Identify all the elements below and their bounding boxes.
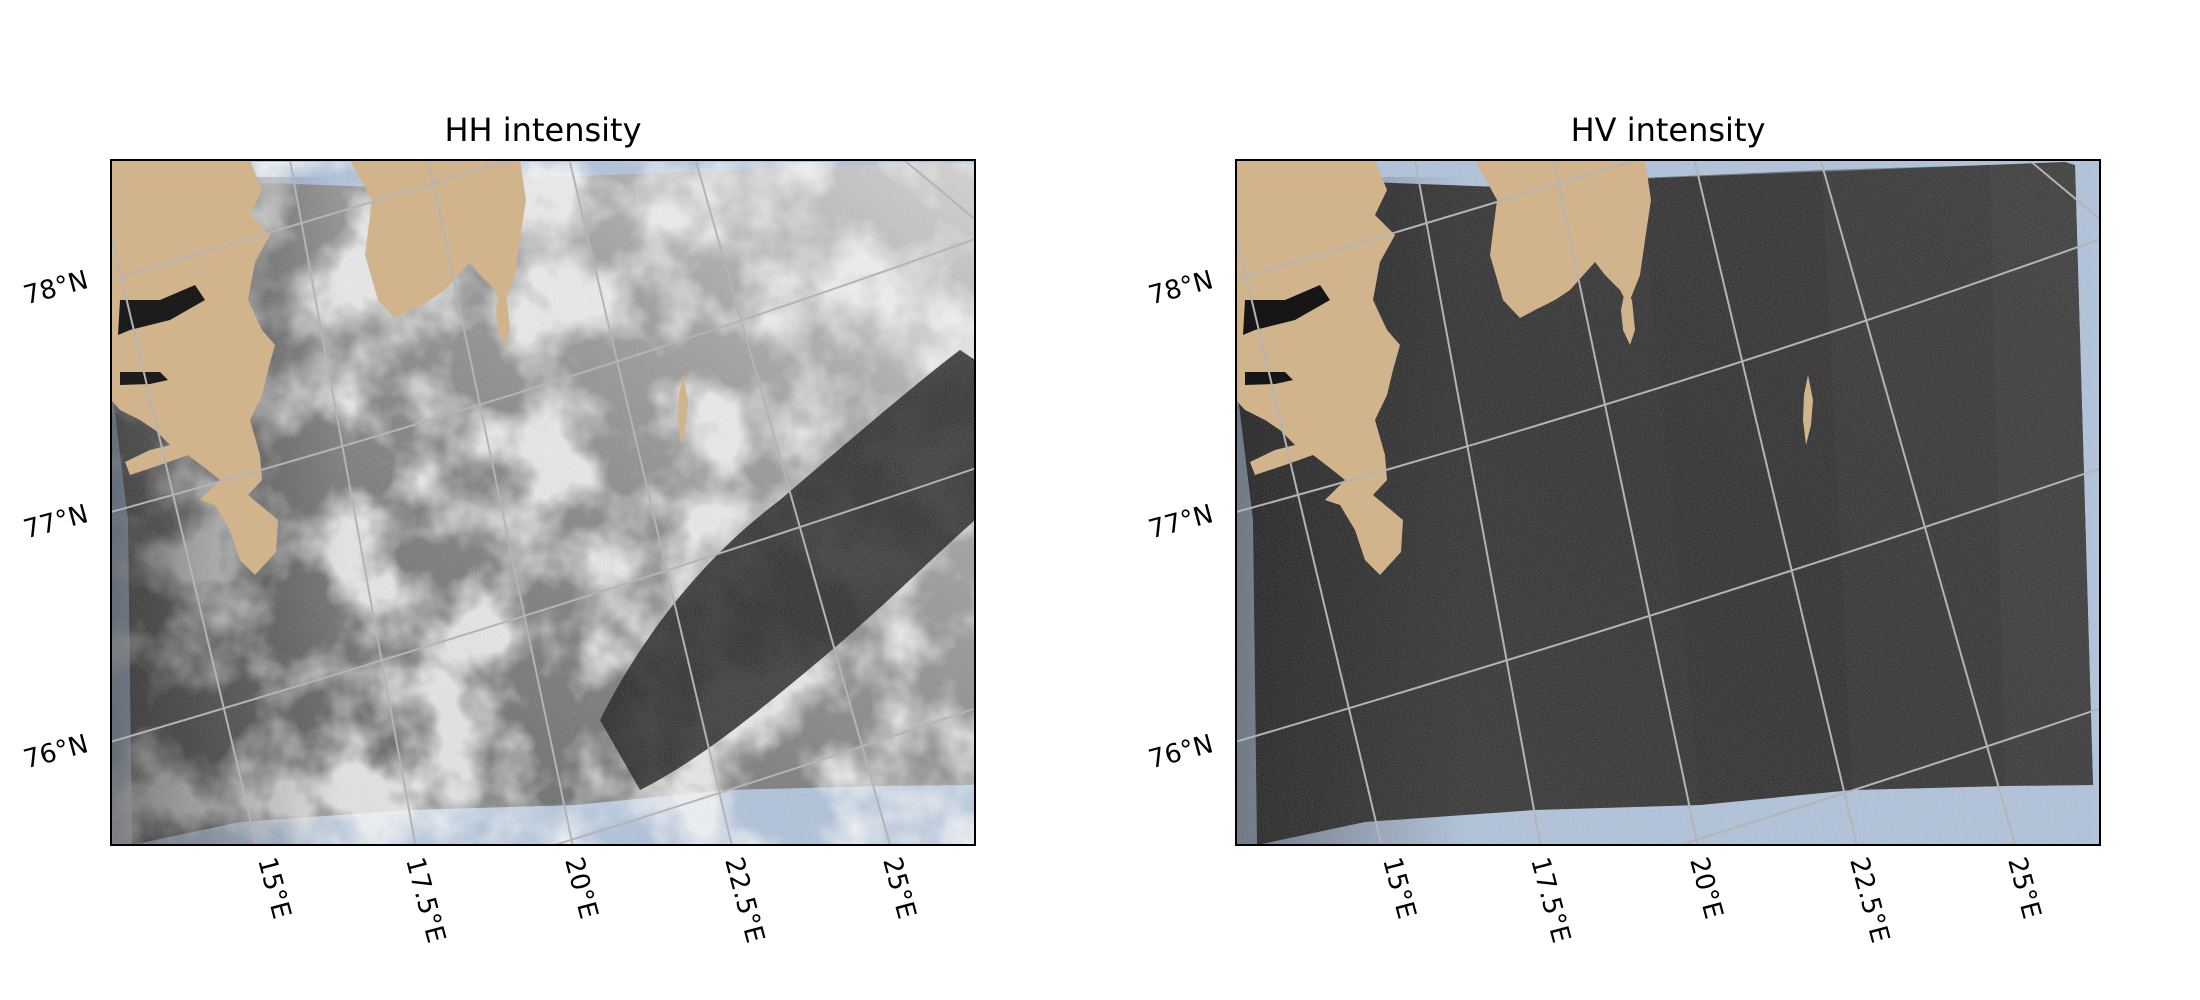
lon-labels: 15°E 17.5°E 20°E 22.5°E 25°E <box>251 854 921 946</box>
longitude-line <box>568 160 733 845</box>
map-frame <box>110 159 976 846</box>
lat-labels: 78°N 77°N 76°N <box>1145 265 1216 775</box>
lat-label-76: 76°N <box>1145 729 1216 775</box>
latitude-line <box>111 467 975 743</box>
lon-labels: 15°E 17.5°E 20°E 22.5°E 25°E <box>1376 854 2046 946</box>
lon-label-22-5: 22.5°E <box>718 854 770 946</box>
longitude-line <box>1693 160 1858 845</box>
lon-label-25: 25°E <box>876 854 921 922</box>
map-frame <box>1235 159 2101 846</box>
map-panel-hv: HV intensity <box>1145 111 2101 946</box>
lon-label-25: 25°E <box>2001 854 2046 922</box>
lon-label-20: 20°E <box>558 854 603 922</box>
fjords <box>118 285 205 385</box>
lon-label-15: 15°E <box>1376 854 1421 922</box>
lat-label-77: 77°N <box>1145 499 1216 545</box>
land <box>111 160 688 575</box>
lon-label-15: 15°E <box>251 854 296 922</box>
lon-label-17-5: 17.5°E <box>1524 854 1576 946</box>
longitude-line <box>289 160 417 845</box>
sar-image <box>111 162 975 845</box>
longitude-line <box>1236 229 1383 845</box>
longitude-line <box>111 229 258 845</box>
longitude-line <box>1819 160 2017 845</box>
latitude-line <box>111 160 515 281</box>
lat-label-78: 78°N <box>20 265 91 311</box>
longitude-line <box>902 160 975 221</box>
land <box>1236 160 1813 575</box>
latitude-line <box>1236 467 2100 743</box>
longitude-line <box>1414 160 1542 845</box>
latitude-line <box>1236 237 2100 514</box>
lat-label-78: 78°N <box>1145 265 1216 311</box>
lon-label-22-5: 22.5°E <box>1843 854 1895 946</box>
lon-label-20: 20°E <box>1683 854 1728 922</box>
fjords <box>1243 285 1330 385</box>
latitude-line <box>1236 160 1640 281</box>
map-title: HV intensity <box>1571 111 1766 149</box>
latitude-line <box>111 237 975 514</box>
map-panel-hh: HH intensity <box>20 111 976 946</box>
longitude-line <box>694 160 892 845</box>
longitude-line <box>2027 160 2100 221</box>
graticule <box>1236 160 2100 845</box>
longitude-line <box>427 160 574 845</box>
lat-label-77: 77°N <box>20 499 91 545</box>
map-title: HH intensity <box>444 111 641 149</box>
lat-labels: 78°N 77°N 76°N <box>20 265 91 775</box>
lon-label-17-5: 17.5°E <box>399 854 451 946</box>
longitude-line <box>1552 160 1699 845</box>
lat-label-76: 76°N <box>20 729 91 775</box>
